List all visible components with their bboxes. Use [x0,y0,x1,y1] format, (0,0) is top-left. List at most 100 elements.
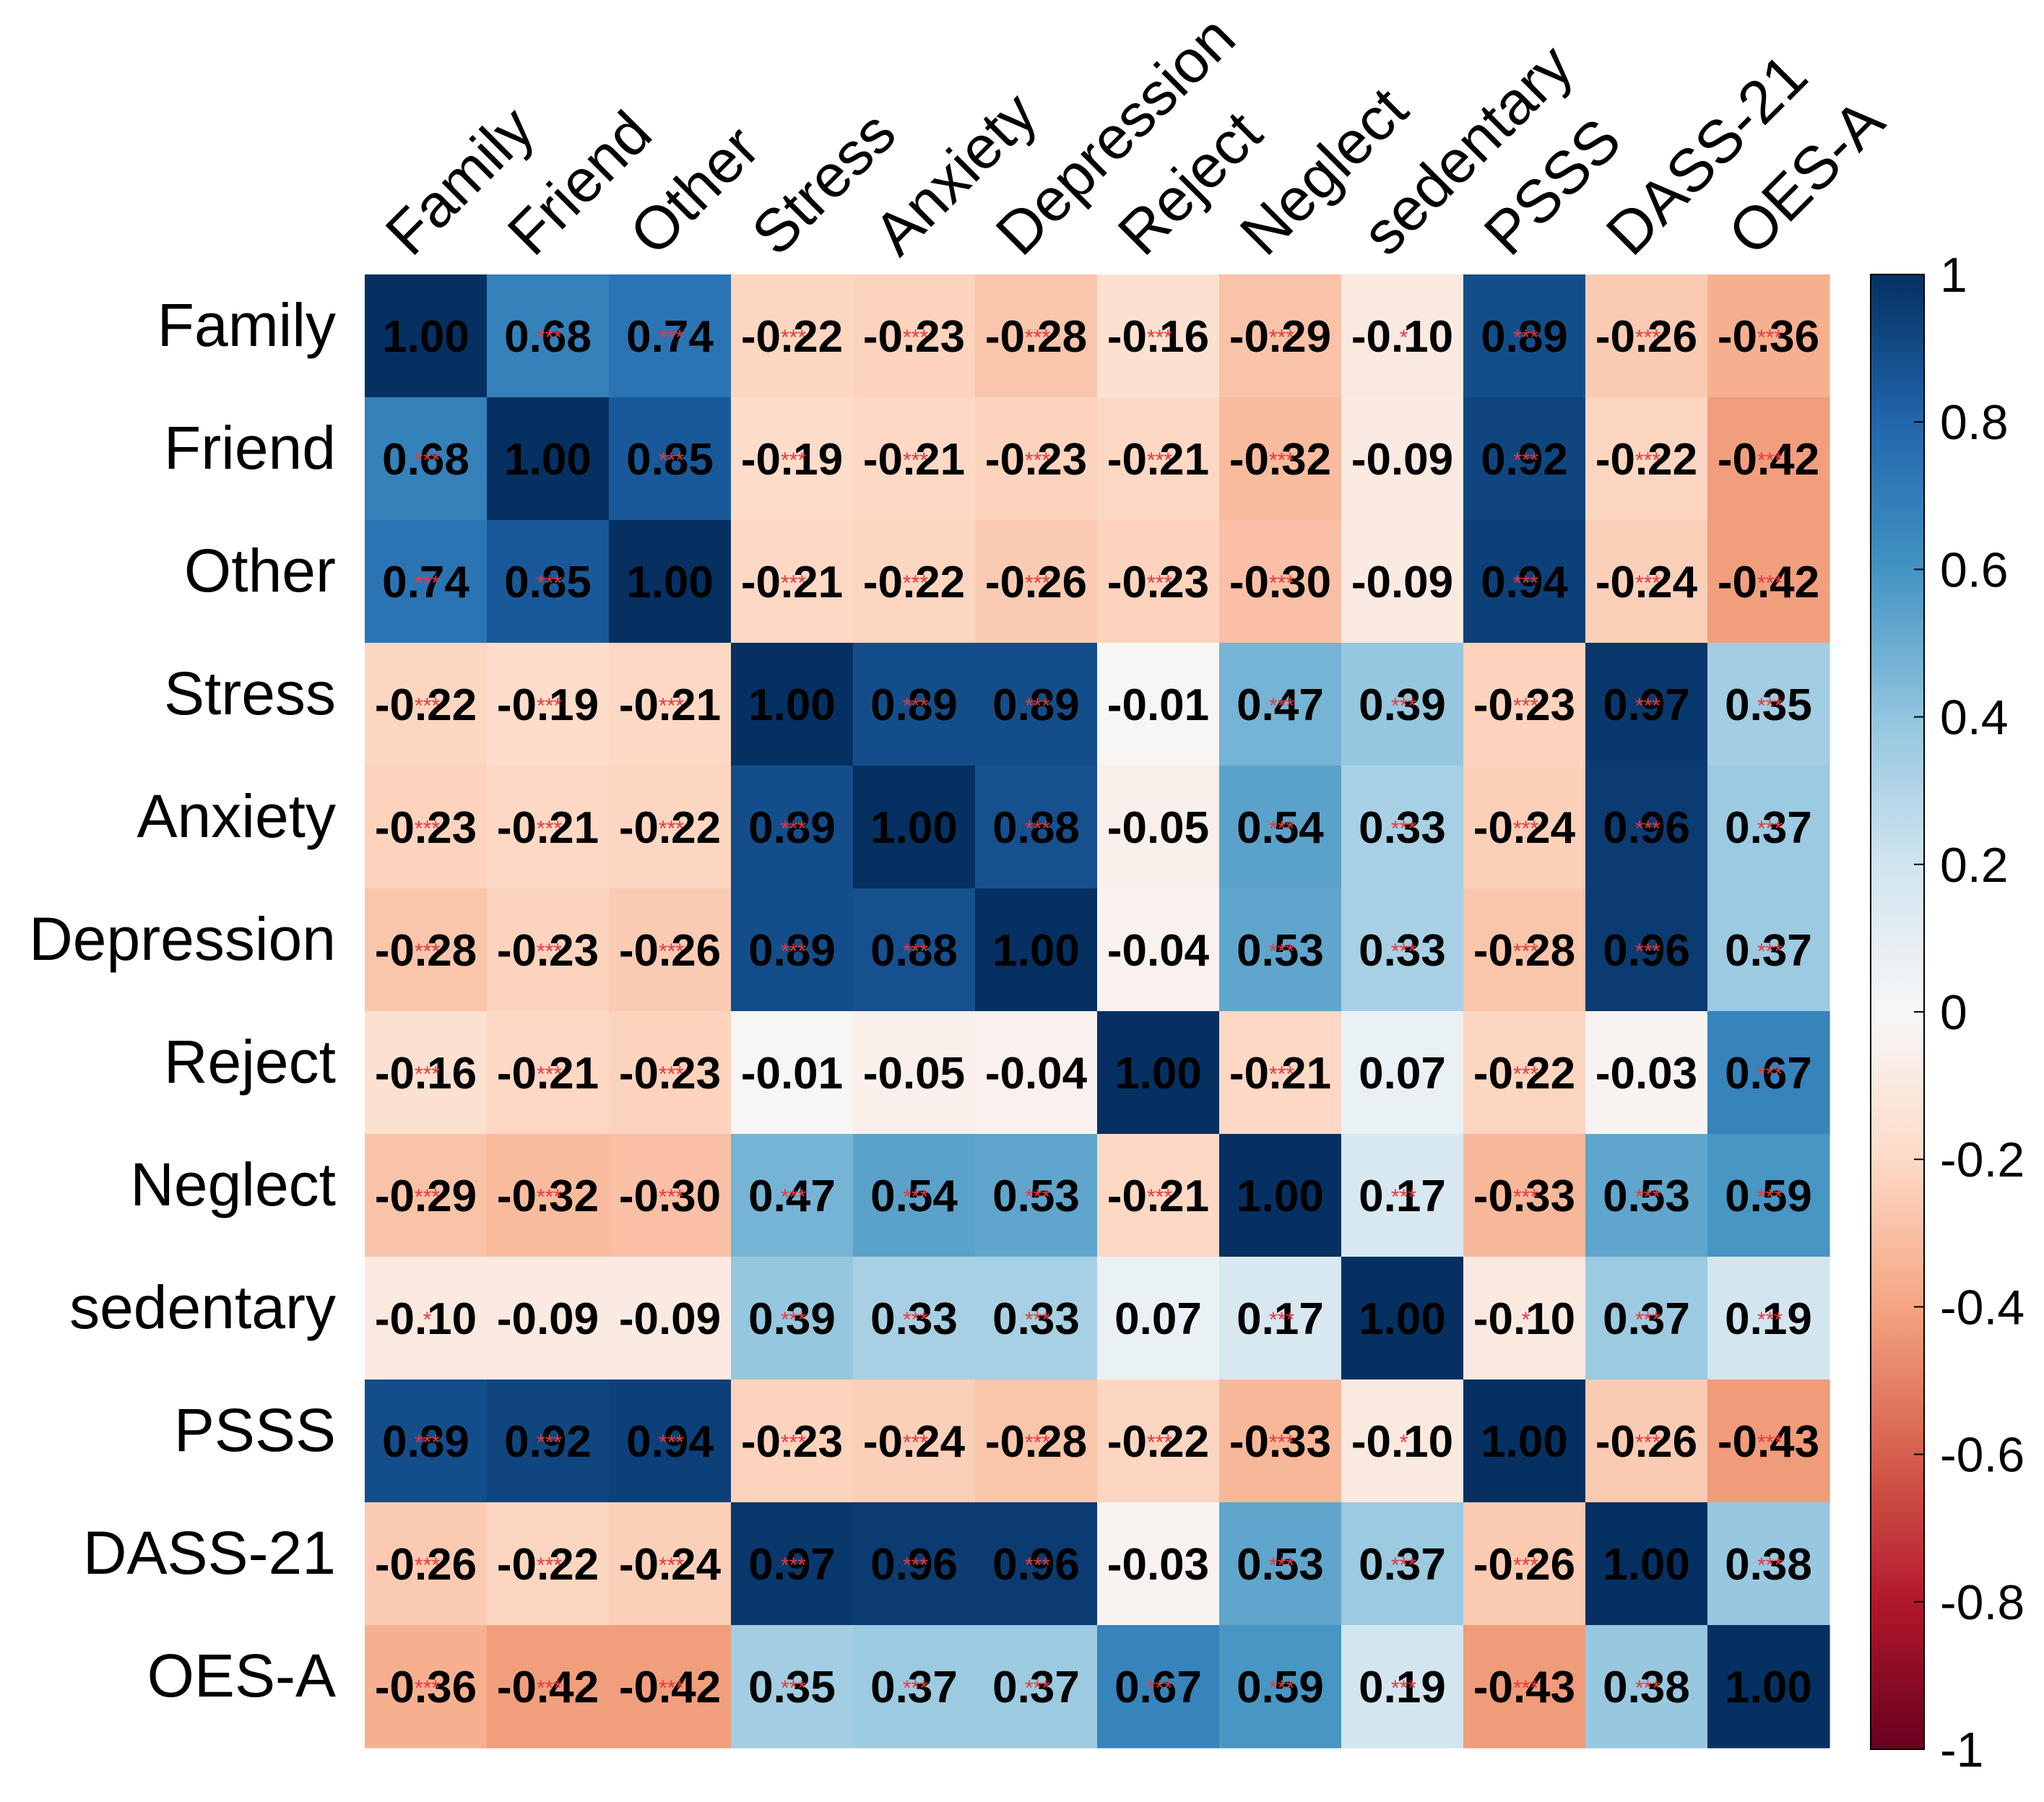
cell-value-label: 0.67 [1114,1663,1202,1712]
cell-value-label: -0.30 [619,1171,721,1221]
heatmap-cell [1341,274,1464,398]
heatmap-cell [1585,1379,1708,1503]
heatmap-cell [609,1502,732,1626]
row-label: DASS-21 [83,1519,336,1587]
significance-mark: *** [1757,940,1783,963]
significance-mark: *** [1635,449,1660,472]
color-scale-tick-label: 0.8 [1940,395,2009,450]
heatmap-cell [1219,1502,1342,1626]
heatmap-cell [975,397,1098,521]
heatmap-cell [609,1625,732,1749]
heatmap-cell [1341,1625,1464,1749]
heatmap-cell [731,1011,854,1135]
heatmap-cell [365,1625,488,1749]
cell-value-label: -0.22 [741,312,843,362]
significance-mark: *** [1635,1308,1660,1332]
cell-value-label: -0.42 [497,1663,599,1712]
significance-mark: *** [903,1431,928,1455]
cell-value-label: 1.00 [1114,1049,1202,1099]
significance-mark: *** [1391,940,1416,963]
significance-mark: *** [1757,1431,1783,1455]
significance-mark: *** [537,326,562,350]
significance-mark: *** [1025,571,1050,595]
heatmap-cell [853,643,976,766]
significance-mark: *** [1513,1062,1538,1086]
heatmap-cell [1707,1257,1830,1380]
cell-value-label: -0.36 [1718,312,1819,362]
heatmap-cell [1219,274,1342,398]
heatmap-cell [1463,520,1586,644]
cell-value-label: -0.26 [1473,1540,1575,1590]
heatmap-cell [975,520,1098,644]
cell-value-label: -0.33 [1473,1171,1575,1221]
cell-value-label: -0.26 [1595,1417,1697,1467]
significance-mark: *** [1025,1185,1050,1209]
cell-value-label: -0.21 [1107,1171,1209,1221]
cell-value-label: -0.21 [741,558,843,607]
row-label: Neglect [130,1151,336,1218]
heatmap-cell [853,1625,976,1749]
cell-value-label: -0.28 [985,1417,1087,1467]
heatmap-cell [487,274,610,398]
heatmap-cell [1585,1625,1708,1749]
cell-value-label: -0.21 [1107,435,1209,485]
row-label: Friend [164,414,336,482]
heatmap-cell [1463,1379,1586,1503]
cell-value-label: -0.32 [1229,435,1331,485]
heatmap-cell [609,397,732,521]
heatmap-cell [609,274,732,398]
cell-value-label: -0.28 [375,926,477,976]
significance-mark: *** [903,940,928,963]
cell-value-label: -0.10 [1473,1294,1575,1344]
cell-value-label: 0.96 [870,1540,958,1590]
significance-mark: *** [415,1431,440,1455]
cell-value-label: 0.17 [1359,1171,1446,1221]
significance-mark: *** [1757,817,1783,841]
cell-value-label: -0.23 [1473,680,1575,730]
heatmap-cell [731,1257,854,1380]
significance-mark: *** [1635,326,1660,350]
heatmap-cell [975,888,1098,1012]
cell-value-label: -0.03 [1595,1049,1697,1099]
cell-value-label: 0.07 [1359,1049,1446,1099]
significance-mark: *** [537,1185,562,1209]
significance-mark: *** [1269,940,1294,963]
significance-mark: *** [1757,571,1783,595]
significance-mark: *** [1513,1185,1538,1209]
significance-mark: *** [1025,1554,1050,1577]
cell-value-label: 0.94 [1481,558,1568,607]
color-scale-tick-label: -0.8 [1940,1575,2024,1630]
heatmap-cell [609,766,732,889]
heatmap-cell [731,888,854,1012]
cell-value-label: 0.54 [870,1171,958,1221]
cell-value-label: -0.42 [1718,558,1819,607]
significance-mark: *** [1025,694,1050,718]
heatmap-cell [1097,766,1220,889]
cell-value-label: 1.00 [1359,1294,1446,1344]
significance-mark: *** [537,817,562,841]
heatmap-cell [487,1257,610,1380]
cell-value-label: -0.01 [741,1049,843,1099]
heatmap-cell [1463,1134,1586,1257]
cell-value-label: 0.89 [992,680,1080,730]
heatmap-cell [1341,1011,1464,1135]
heatmap-cell [975,1625,1098,1749]
cell-value-label: 0.85 [626,435,714,485]
cell-value-label: 0.92 [1481,435,1568,485]
heatmap-cell [731,1502,854,1626]
cell-value-label: 0.33 [1359,803,1446,853]
row-label: Stress [164,659,336,727]
cell-value-label: -0.36 [375,1663,477,1712]
significance-mark: *** [1513,571,1538,595]
significance-mark: *** [537,571,562,595]
heatmap-cell [1707,397,1830,521]
cell-value-label: -0.21 [863,435,965,485]
heatmap-cell [1097,1625,1220,1749]
significance-mark: * [1400,326,1408,350]
significance-mark: *** [1513,1554,1538,1577]
cell-value-label: 1.00 [992,926,1080,976]
cell-value-label: -0.05 [1107,803,1209,853]
significance-mark: *** [903,1185,928,1209]
heatmap-cell [487,1625,610,1749]
heatmap-cell [1341,520,1464,644]
